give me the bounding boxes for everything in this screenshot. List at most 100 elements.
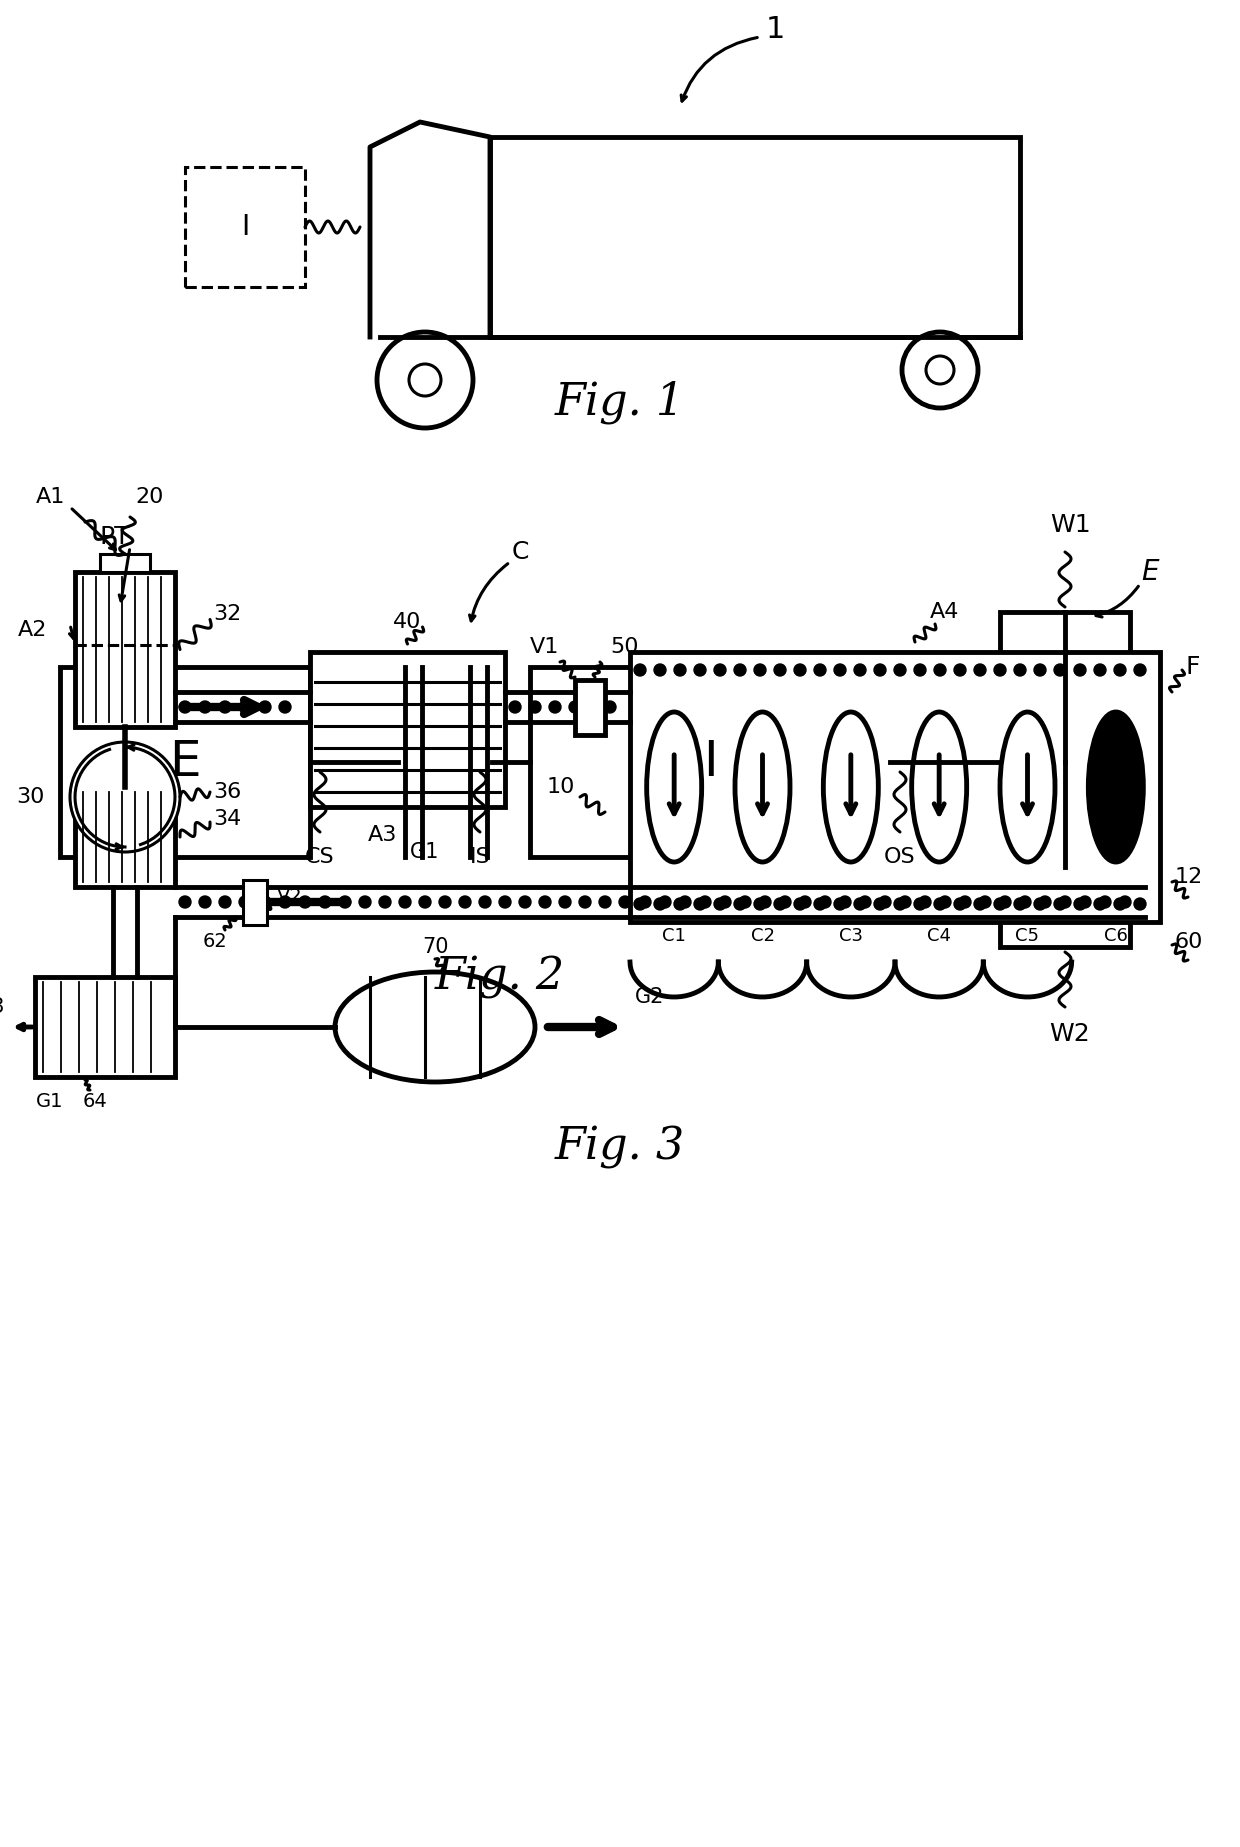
Text: 10: 10 <box>547 778 575 798</box>
Circle shape <box>739 896 751 909</box>
Circle shape <box>714 665 725 676</box>
Circle shape <box>634 898 646 911</box>
Bar <box>74 573 175 728</box>
Circle shape <box>1114 665 1126 676</box>
Text: C2: C2 <box>750 927 775 946</box>
Text: G1: G1 <box>410 842 440 863</box>
Circle shape <box>319 896 331 909</box>
Circle shape <box>360 896 371 909</box>
Circle shape <box>894 665 906 676</box>
Text: Fig. 2: Fig. 2 <box>435 955 565 999</box>
Text: C6: C6 <box>1104 927 1127 946</box>
Circle shape <box>1054 665 1066 676</box>
Text: 40: 40 <box>393 611 422 632</box>
Text: 60: 60 <box>1176 933 1203 951</box>
Circle shape <box>818 896 831 909</box>
Circle shape <box>259 896 272 909</box>
Circle shape <box>754 898 766 911</box>
Text: 30: 30 <box>16 787 45 807</box>
Circle shape <box>954 898 966 911</box>
Text: CS: CS <box>305 848 335 866</box>
Circle shape <box>1118 896 1131 909</box>
Circle shape <box>894 898 906 911</box>
Bar <box>529 667 890 857</box>
Text: V3: V3 <box>0 997 5 1018</box>
Circle shape <box>734 898 746 911</box>
Bar <box>999 866 1130 948</box>
Circle shape <box>379 896 391 909</box>
Text: 20: 20 <box>135 488 164 506</box>
Text: 50: 50 <box>610 637 639 658</box>
Bar <box>60 667 310 857</box>
Circle shape <box>579 896 591 909</box>
Circle shape <box>874 898 887 911</box>
Circle shape <box>813 665 826 676</box>
Circle shape <box>619 896 631 909</box>
Bar <box>243 879 267 925</box>
Circle shape <box>879 896 892 909</box>
Circle shape <box>399 896 410 909</box>
Bar <box>630 652 1159 922</box>
Text: A2: A2 <box>17 619 47 639</box>
Circle shape <box>1054 898 1066 911</box>
Circle shape <box>999 896 1011 909</box>
Text: 1: 1 <box>765 15 785 44</box>
Text: OS: OS <box>884 848 916 866</box>
Circle shape <box>980 896 991 909</box>
Circle shape <box>279 702 291 713</box>
Circle shape <box>714 898 725 911</box>
Bar <box>575 680 605 735</box>
Circle shape <box>219 896 231 909</box>
Circle shape <box>914 665 926 676</box>
Circle shape <box>377 332 472 429</box>
Circle shape <box>914 898 926 911</box>
Circle shape <box>926 356 954 384</box>
Text: A4: A4 <box>930 602 960 622</box>
Circle shape <box>734 665 746 676</box>
Text: F: F <box>1185 656 1199 680</box>
Circle shape <box>1014 665 1025 676</box>
Circle shape <box>179 702 191 713</box>
Circle shape <box>1094 898 1106 911</box>
Circle shape <box>1034 898 1047 911</box>
Circle shape <box>479 896 491 909</box>
Circle shape <box>459 896 471 909</box>
Circle shape <box>1135 665 1146 676</box>
Circle shape <box>719 896 732 909</box>
Circle shape <box>1135 898 1146 911</box>
Text: 36: 36 <box>213 781 242 802</box>
Circle shape <box>901 332 978 408</box>
Bar <box>185 166 305 286</box>
Circle shape <box>1059 896 1071 909</box>
Circle shape <box>1074 898 1086 911</box>
Text: Fig. 3: Fig. 3 <box>554 1125 686 1169</box>
Text: V2: V2 <box>277 888 303 907</box>
Circle shape <box>794 665 806 676</box>
Text: I: I <box>703 739 717 787</box>
Circle shape <box>754 665 766 676</box>
Circle shape <box>69 742 180 851</box>
Circle shape <box>779 896 791 909</box>
Circle shape <box>954 665 966 676</box>
Circle shape <box>498 896 511 909</box>
Circle shape <box>520 896 531 909</box>
Circle shape <box>839 896 851 909</box>
Circle shape <box>1114 898 1126 911</box>
Circle shape <box>239 702 250 713</box>
Circle shape <box>604 702 616 713</box>
Circle shape <box>634 665 646 676</box>
Circle shape <box>774 898 786 911</box>
Text: C: C <box>511 539 528 563</box>
Circle shape <box>1039 896 1052 909</box>
Circle shape <box>934 665 946 676</box>
Circle shape <box>759 896 771 909</box>
Circle shape <box>680 896 691 909</box>
Text: A1: A1 <box>36 488 64 506</box>
Circle shape <box>694 665 706 676</box>
Circle shape <box>835 665 846 676</box>
Circle shape <box>339 896 351 909</box>
Circle shape <box>859 896 870 909</box>
Circle shape <box>799 896 811 909</box>
Bar <box>999 611 1130 693</box>
Text: C5: C5 <box>1016 927 1039 946</box>
